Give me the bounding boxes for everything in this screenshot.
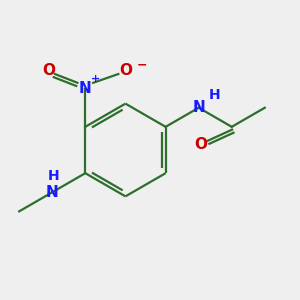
Text: N: N [46,185,58,200]
Text: N: N [192,100,205,115]
Text: O: O [120,63,133,78]
Text: O: O [194,137,208,152]
Text: −: − [136,58,147,71]
Text: +: + [91,74,100,84]
Text: N: N [79,81,92,96]
Text: H: H [209,88,221,103]
Text: O: O [42,63,55,78]
Text: H: H [48,169,59,183]
